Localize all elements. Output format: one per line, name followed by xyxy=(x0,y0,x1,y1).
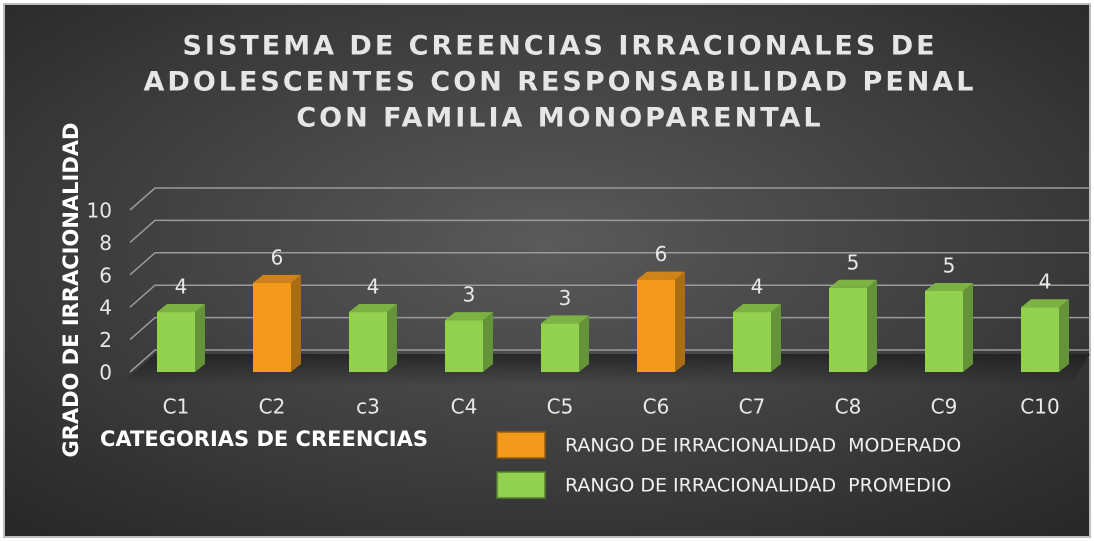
bar xyxy=(157,304,205,372)
bar-top xyxy=(733,304,781,313)
y-tick-label: 2 xyxy=(99,328,112,352)
data-label: 6 xyxy=(655,242,668,266)
x-tick-label: C9 xyxy=(931,395,958,419)
chart-title: CON FAMILIA MONOPARENTAL xyxy=(296,103,823,134)
x-tick-label: C1 xyxy=(163,395,190,419)
bar xyxy=(1021,299,1069,372)
x-tick-label: C4 xyxy=(451,395,478,419)
background xyxy=(3,3,1091,538)
y-axis-label: GRADO DE IRRACIONALIDAD xyxy=(59,123,83,458)
x-tick-label: C7 xyxy=(739,395,766,419)
data-label: 5 xyxy=(847,250,860,274)
bar-top xyxy=(1021,299,1069,308)
bar-front xyxy=(637,279,675,372)
y-tick-label: 4 xyxy=(99,296,112,320)
data-label: 5 xyxy=(943,254,956,278)
bar-front xyxy=(253,282,291,372)
bar-front xyxy=(157,312,195,372)
bar-side xyxy=(483,312,493,372)
bar-front xyxy=(925,291,963,372)
bar xyxy=(445,312,493,372)
bar-front xyxy=(733,312,771,372)
legend-swatch xyxy=(496,431,546,459)
bar-front xyxy=(541,323,579,372)
data-label: 3 xyxy=(463,283,476,307)
bar-top xyxy=(541,315,589,324)
bar-side xyxy=(963,283,973,372)
data-label: 4 xyxy=(367,275,380,299)
chart-title: SISTEMA DE CREENCIAS IRRACIONALES DE xyxy=(182,31,937,62)
bar-side xyxy=(675,271,685,372)
bar-side xyxy=(579,315,589,372)
bar-side xyxy=(771,304,781,372)
y-tick-label: 0 xyxy=(99,361,112,385)
bar-side xyxy=(195,304,205,372)
bar-top xyxy=(253,274,301,283)
bar xyxy=(541,315,589,372)
bar-front xyxy=(829,287,867,372)
bar-top xyxy=(445,312,493,321)
bar-top xyxy=(637,271,685,280)
bar-front xyxy=(349,312,387,372)
bar-side xyxy=(1059,299,1069,372)
bar xyxy=(733,304,781,372)
data-label: 4 xyxy=(175,275,188,299)
grid-line xyxy=(129,219,1090,243)
x-tick-label: C2 xyxy=(259,395,286,419)
x-tick-label: c3 xyxy=(356,395,380,419)
bar-top xyxy=(829,279,877,288)
bar-top xyxy=(157,304,205,313)
x-tick-label: C8 xyxy=(835,395,862,419)
bar xyxy=(253,274,301,372)
data-label: 4 xyxy=(1039,270,1052,294)
bar-top xyxy=(349,304,397,313)
x-tick-label: C6 xyxy=(643,395,670,419)
data-label: 4 xyxy=(751,275,764,299)
x-tick-label: C5 xyxy=(547,395,574,419)
bar xyxy=(829,279,877,372)
chart-title: ADOLESCENTES CON RESPONSABILIDAD PENAL xyxy=(144,67,977,98)
bar-side xyxy=(867,279,877,372)
bar xyxy=(349,304,397,372)
bar-front xyxy=(445,320,483,372)
data-label: 3 xyxy=(559,286,572,310)
bar-top xyxy=(925,283,973,291)
y-tick-label: 8 xyxy=(99,231,112,255)
legend-label: RANGO DE IRRACIONALIDAD MODERADO xyxy=(565,435,961,457)
grid-line xyxy=(129,252,1090,276)
y-tick-label: 6 xyxy=(99,263,112,287)
grid-line xyxy=(129,187,1090,211)
legend-swatch xyxy=(496,471,546,499)
bar-front xyxy=(1021,307,1059,372)
x-tick-label: C10 xyxy=(1020,395,1059,419)
grid-line xyxy=(129,284,1090,308)
bar-side xyxy=(387,304,397,372)
bar-side xyxy=(291,274,301,372)
y-tick-label: 10 xyxy=(87,199,112,223)
x-axis-label: CATEGORIAS DE CREENCIAS xyxy=(100,427,428,451)
legend-label: RANGO DE IRRACIONALIDAD PROMEDIO xyxy=(565,475,951,497)
data-label: 6 xyxy=(271,245,284,269)
bar xyxy=(637,271,685,372)
bar xyxy=(925,283,973,372)
